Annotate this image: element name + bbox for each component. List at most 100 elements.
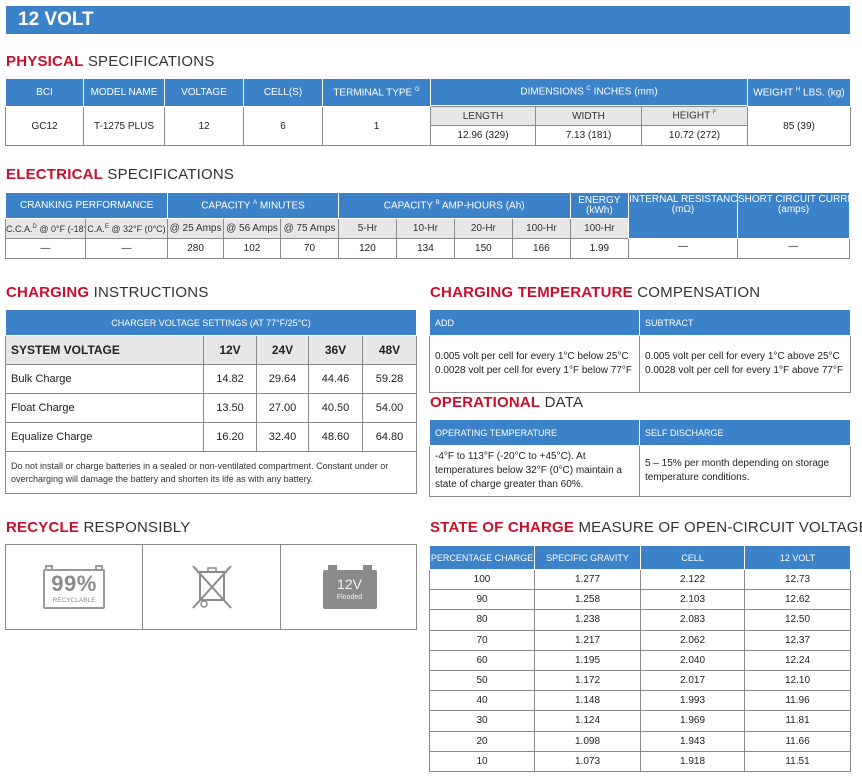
soc-cell: 2.040 [640,649,745,671]
soc-cell: 2.122 [640,568,745,591]
soc-cell: 10 [429,750,535,772]
system-voltage-col: 24V [256,335,309,365]
cell-cells: 6 [243,106,323,146]
cell-10-hr: 134 [396,238,455,259]
operating-temperature-value: -4°F to 113°F (-20°C to +45°C). At temper… [429,445,640,497]
header-20-hr: 20-Hr [453,218,514,239]
cell-weight: 85 (39) [747,106,851,146]
soc-cell: 2.103 [640,589,745,611]
soc-cell: 90 [429,589,535,611]
soc-cell: 1.943 [640,730,745,752]
header-terminal-type: TERMINAL TYPE G [322,78,431,107]
recycle-icons-box: 99% RECYCLABLE 12V Flooded [5,544,417,630]
system-voltage-col: 48V [361,335,418,365]
soc-cell: 2.062 [640,629,745,651]
cell-length: 12.96 (329) [430,125,536,146]
soc-cell: 2.083 [640,609,745,631]
charging-section-title: CHARGING INSTRUCTIONS [6,284,209,301]
crossed-bin-icon [143,545,281,629]
electrical-title-rest: SPECIFICATIONS [103,166,235,183]
cell-75-amps: 70 [280,238,339,259]
cell-20-hr: 150 [453,238,514,259]
header-100-hr: 100-Hr [512,218,571,239]
soc-header: CELL [640,545,745,570]
soc-cell: 11.51 [744,750,851,772]
soc-cell: 11.96 [744,690,851,712]
header-weight: WEIGHT H LBS. (kg) [747,78,851,107]
soc-row: 30 1.124 1.969 11.81 [429,710,851,732]
physical-spec-table: BCI MODEL NAME VOLTAGE CELL(S) TERMINAL … [5,78,851,146]
soc-row: 80 1.238 2.083 12.50 [429,609,851,631]
header-bci: BCI [5,78,84,107]
soc-cell: 50 [429,669,535,692]
header-25-amps: @ 25 Amps [167,218,224,239]
soc-cell: 12.24 [744,649,851,671]
operational-title-rest: DATA [540,394,584,411]
charging-value: 13.50 [203,393,257,423]
header-energy-100-hr: 100-Hr [569,218,630,239]
temp-comp-table: ADD SUBTRACT 0.005 volt per cell for eve… [429,309,851,393]
subtract-values: 0.005 volt per cell for every 1°C above … [639,335,851,393]
electrical-spec-table: CRANKING PERFORMANCE CAPACITY A MINUTES … [4,192,851,259]
soc-cell: 1.098 [534,730,641,752]
charging-value: 16.20 [203,422,257,452]
soc-cell: 11.81 [744,710,851,732]
cell-energy: 1.99 [569,238,630,259]
operational-section-title: OPERATIONAL DATA [430,394,583,411]
charging-value: 48.60 [308,422,363,452]
soc-header: PERCENTAGE CHARGE [429,545,535,570]
cell-voltage: 12 [164,106,244,146]
cell-cca: — [5,238,86,259]
operational-table: OPERATING TEMPERATURE SELF DISCHARGE -4°… [429,419,851,497]
charging-row-label: Bulk Charge [5,364,204,394]
soc-cell: 1.969 [640,710,745,732]
charging-title-rest: INSTRUCTIONS [89,284,209,301]
cell-terminal: 1 [322,106,431,146]
soc-cell: 1.993 [640,690,745,712]
soc-cell: 2.017 [640,669,745,692]
soc-cell: 60 [429,649,535,671]
temp-comp-title-bold: CHARGING TEMPERATURE [430,284,633,301]
charging-row-label: Equalize Charge [5,422,204,452]
soc-cell: 1.195 [534,649,641,671]
temp-comp-title-rest: COMPENSATION [632,284,761,301]
physical-title-bold: PHYSICAL [6,53,84,70]
charging-value: 32.40 [256,422,309,452]
recycle-title-bold: RECYCLE [6,519,80,536]
soc-row: 60 1.195 2.040 12.24 [429,649,851,671]
battery-type-label: Flooded [336,594,363,601]
charging-row: Equalize Charge 16.20 32.40 48.60 64.80 [5,422,418,452]
soc-cell: 30 [429,710,535,732]
soc-title-bold: STATE OF CHARGE [430,519,575,536]
soc-cell: 1.172 [534,669,641,692]
charging-table: CHARGER VOLTAGE SETTINGS (AT 77°F/25°C) … [4,309,418,494]
header-internal-resistance: INTERNAL RESISTANCE (mΩ) [628,192,738,239]
recyclable-label: RECYCLABLE [52,597,96,604]
soc-row: 50 1.172 2.017 12.10 [429,669,851,692]
soc-row: 70 1.217 2.062 12.37 [429,629,851,651]
header-length: LENGTH [430,106,536,126]
cell-model: T-1275 PLUS [83,106,165,146]
soc-header: SPECIFIC GRAVITY [534,545,641,570]
soc-row: 40 1.148 1.993 11.96 [429,690,851,712]
header-56-amps: @ 56 Amps [222,218,282,239]
cell-25-amps: 280 [167,238,224,259]
soc-header: 12 VOLT [744,545,851,570]
subtract-header: SUBTRACT [639,309,851,336]
cell-bci: GC12 [5,106,84,146]
recycle-section-title: RECYCLE RESPONSIBLY [6,519,190,536]
charging-value: 29.64 [256,364,309,394]
charging-value: 59.28 [361,364,418,394]
soc-cell: 1.217 [534,629,641,651]
recyclable-percent: 99% [51,571,97,596]
page-banner: 12 VOLT [6,6,850,34]
soc-row: 20 1.098 1.943 11.66 [429,730,851,752]
header-5-hr: 5-Hr [337,218,398,239]
cell-width: 7.13 (181) [535,125,642,146]
header-energy: ENERGY (kWh) [569,192,630,219]
system-voltage-col: 12V [203,335,257,365]
header-voltage: VOLTAGE [164,78,244,107]
soc-title-rest: MEASURE OF OPEN-CIRCUIT VOLTAGE [574,519,862,536]
flooded-battery-icon: 12V Flooded [281,545,418,629]
header-width: WIDTH [535,106,642,126]
